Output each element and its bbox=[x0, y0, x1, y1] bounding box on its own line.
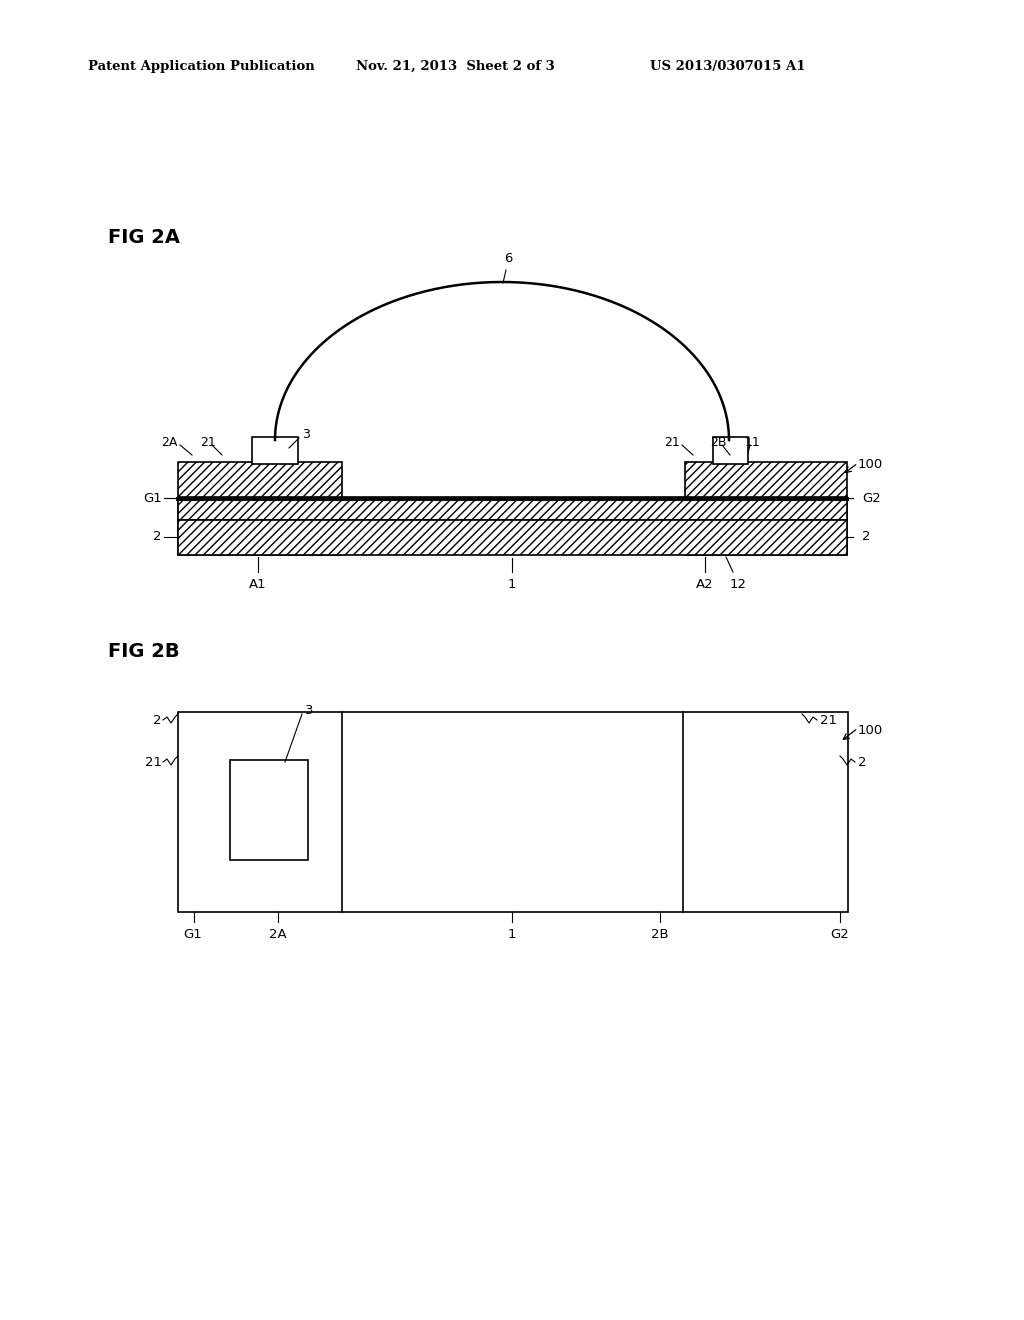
Text: 2: 2 bbox=[862, 531, 870, 544]
Text: 21: 21 bbox=[145, 755, 162, 768]
Text: G1: G1 bbox=[183, 928, 202, 941]
Text: A2: A2 bbox=[696, 578, 714, 591]
Text: 2B: 2B bbox=[651, 928, 669, 941]
Text: 3: 3 bbox=[305, 704, 313, 717]
Text: 2B: 2B bbox=[710, 436, 726, 449]
Text: 1: 1 bbox=[508, 578, 516, 591]
Bar bbox=[178, 462, 342, 554]
Text: G2: G2 bbox=[862, 491, 881, 504]
Text: 1: 1 bbox=[508, 928, 516, 941]
Bar bbox=[713, 437, 748, 465]
Bar bbox=[178, 711, 848, 912]
Text: 12: 12 bbox=[730, 578, 746, 591]
Text: 11: 11 bbox=[745, 436, 761, 449]
Bar bbox=[252, 437, 298, 465]
Text: FIG 2B: FIG 2B bbox=[108, 642, 179, 661]
Bar bbox=[230, 760, 308, 861]
Text: 3: 3 bbox=[302, 428, 310, 441]
Text: 21: 21 bbox=[200, 436, 216, 449]
Text: 2A: 2A bbox=[162, 436, 178, 449]
Text: G1: G1 bbox=[143, 491, 162, 504]
Text: 100: 100 bbox=[858, 458, 884, 471]
Text: 2: 2 bbox=[154, 714, 162, 726]
Text: 21: 21 bbox=[820, 714, 837, 726]
Text: Patent Application Publication: Patent Application Publication bbox=[88, 59, 314, 73]
Text: 2: 2 bbox=[154, 531, 162, 544]
Text: A1: A1 bbox=[249, 578, 267, 591]
Text: 2A: 2A bbox=[269, 928, 287, 941]
Text: 2: 2 bbox=[858, 755, 866, 768]
Text: FIG 2A: FIG 2A bbox=[108, 228, 180, 247]
Text: 6: 6 bbox=[504, 252, 512, 265]
Bar bbox=[685, 462, 847, 554]
Text: 100: 100 bbox=[858, 723, 884, 737]
Bar bbox=[178, 520, 847, 554]
Text: G2: G2 bbox=[830, 928, 849, 941]
Bar bbox=[178, 498, 847, 520]
Text: US 2013/0307015 A1: US 2013/0307015 A1 bbox=[650, 59, 806, 73]
Text: 21: 21 bbox=[665, 436, 680, 449]
Text: Nov. 21, 2013  Sheet 2 of 3: Nov. 21, 2013 Sheet 2 of 3 bbox=[356, 59, 555, 73]
